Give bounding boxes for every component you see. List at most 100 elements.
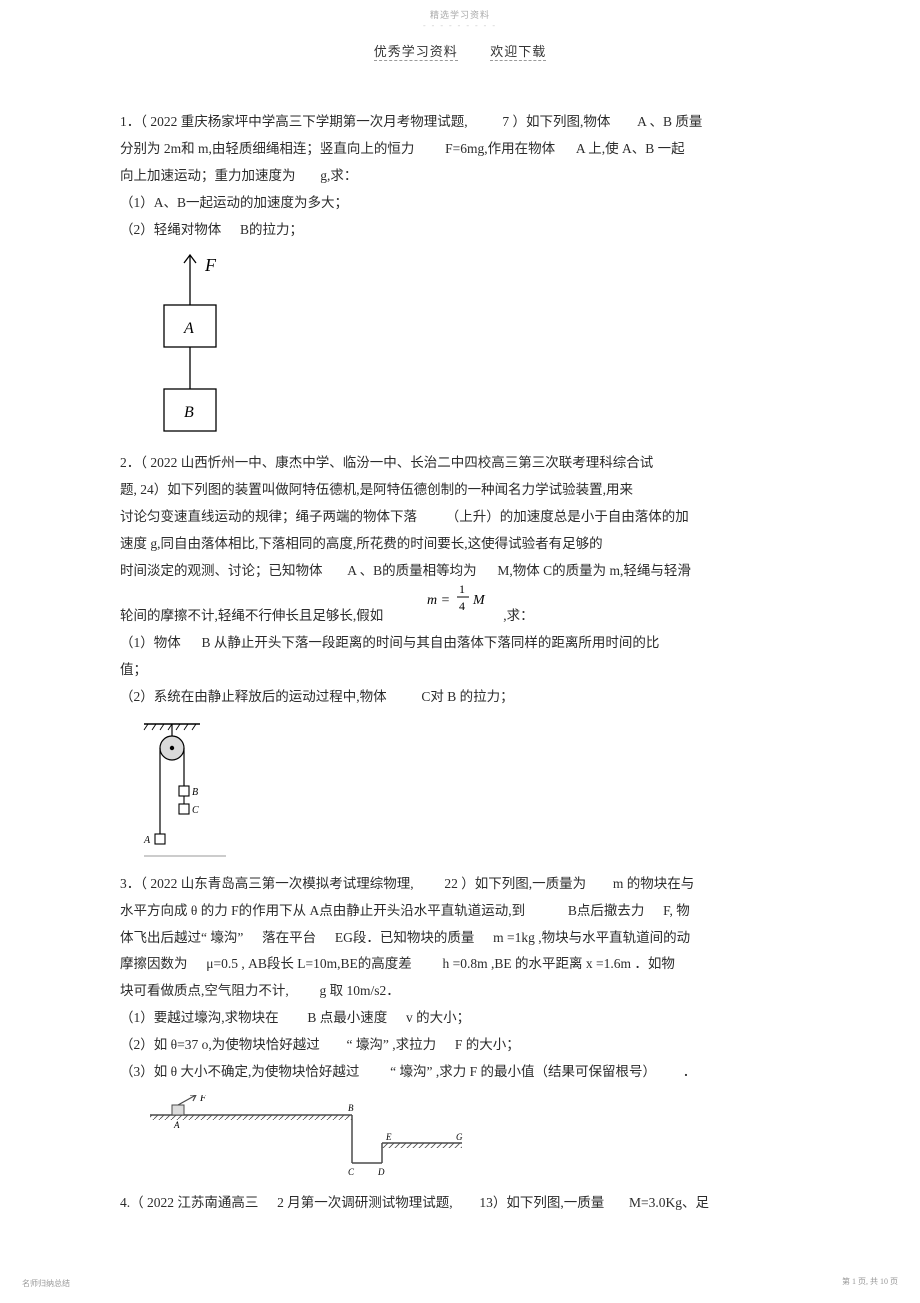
q2-line4: 速度 g,同自由落体相比,下落相同的高度,所花费的时间要长,这使得试验者有足够的 bbox=[120, 532, 810, 557]
q3-line7-b: “ 壕沟” ,求拉力 bbox=[346, 1037, 436, 1052]
q2-line5-a: 时间淡定的观测、讨论；已知物体 bbox=[120, 563, 323, 578]
q1-line2: 分别为 2m和 m,由轻质细绳相连；竖直向上的恒力 F=6mg,作用在物体 A … bbox=[120, 137, 810, 162]
q1-line2-c: A 上,使 A、B 一起 bbox=[576, 141, 685, 156]
q2-line5-b: A 、B的质量相等均为 bbox=[347, 563, 476, 578]
q3-line6-c: v 的大小； bbox=[406, 1010, 470, 1025]
q3-line2-c: F, 物 bbox=[663, 903, 690, 918]
q3-line6-b: B 点最小速度 bbox=[307, 1010, 387, 1025]
q1-line3-a: 向上加速运动；重力加速度为 bbox=[120, 168, 296, 183]
q1-line1-b: 7 ）如下列图,物体 bbox=[502, 114, 610, 129]
q2-line3-b: （上升）的加速度总是小于自由落体的加 bbox=[446, 509, 689, 524]
q2-line6-b: ,求： bbox=[503, 604, 533, 629]
q1-line4: （1）A、B一起运动的加速度为多大； bbox=[120, 191, 810, 216]
q3-line4-b: μ=0.5 , AB段长 L=10m,BE的高度差 bbox=[206, 956, 411, 971]
q3-line3-a: 体飞出后越过“ 壕沟” bbox=[120, 930, 243, 945]
q1-figure-svg: F A B bbox=[142, 249, 238, 441]
q3-line5: 块可看做质点,空气阻力不计, g 取 10m/s2． bbox=[120, 979, 810, 1004]
q3-line3: 体飞出后越过“ 壕沟” 落在平台 EG段．已知物块的质量 m =1kg ,物块与… bbox=[120, 926, 810, 951]
q1-line1: 1．（ 2022 重庆杨家坪中学高三下学期第一次月考物理试题, 7 ）如下列图,… bbox=[120, 110, 810, 135]
q2-line3: 讨论匀变速直线运动的规律；绳子两端的物体下落 （上升）的加速度总是小于自由落体的… bbox=[120, 505, 810, 530]
q2-line7: （1）物体 B 从静止开头下落一段距离的时间与其自由落体下落同样的距离所用时间的… bbox=[120, 631, 810, 656]
q3-line2-b: B点后撤去力 bbox=[568, 903, 645, 918]
footer-left: 名师归纳总结 bbox=[22, 1279, 70, 1289]
footer-left-l1: 名师归纳总结 bbox=[22, 1279, 70, 1289]
q2-fig-A: A bbox=[143, 835, 151, 846]
q3-line3-b: 落在平台 bbox=[262, 930, 316, 945]
q2-figure-svg: B C A bbox=[142, 716, 230, 862]
q2-formula-den: 4 bbox=[459, 599, 465, 613]
q4-line1-d: M=3.0Kg、足 bbox=[629, 1195, 709, 1210]
q3-fig-C: C bbox=[348, 1167, 355, 1177]
q3-fig-D: D bbox=[377, 1167, 385, 1177]
q1-line1-a: 1．（ 2022 重庆杨家坪中学高三下学期第一次月考物理试题, bbox=[120, 114, 468, 129]
q3-line6-a: （1）要越过壕沟,求物块在 bbox=[120, 1010, 279, 1025]
q3-line8-c: ． bbox=[683, 1064, 697, 1079]
q3-fig-G: G bbox=[456, 1132, 463, 1142]
q3-line7-a: （2）如 θ=37 o,为使物块恰好越过 bbox=[120, 1037, 320, 1052]
q3-line5-b: g 取 10m/s2． bbox=[320, 983, 400, 998]
q3-fig-E: E bbox=[385, 1132, 392, 1142]
q2-line5-c: M,物体 C的质量为 m,轻绳与轻滑 bbox=[497, 563, 691, 578]
q3-line4-a: 摩擦因数为 bbox=[120, 956, 188, 971]
q2-formula: m = 1 4 M bbox=[427, 580, 499, 623]
q1-fig-A: A bbox=[183, 320, 194, 337]
q3-line8-b: “ 壕沟” ,求力 F 的最小值（结果可保留根号） bbox=[390, 1064, 656, 1079]
q2-formula-M: M bbox=[472, 593, 486, 608]
q3-fig-A: A bbox=[173, 1120, 180, 1130]
q3-line2: 水平方向成 θ 的力 F的作用下从 A点由静止开头沿水平直轨道运动,到 B点后撤… bbox=[120, 899, 810, 924]
doc-header-left: 优秀学习资料 bbox=[374, 44, 458, 61]
q2-line7-a: （1）物体 bbox=[120, 635, 181, 650]
q3-line1-b: 22 ）如下列图,一质量为 bbox=[444, 876, 586, 891]
doc-header: 优秀学习资料 欢迎下载 bbox=[0, 42, 920, 63]
q2-fig-C: C bbox=[192, 805, 199, 816]
content-area: 1．（ 2022 重庆杨家坪中学高三下学期第一次月考物理试题, 7 ）如下列图,… bbox=[120, 110, 810, 1218]
q2-line9: （2）系统在由静止释放后的运动过程中,物体 C对 B 的拉力； bbox=[120, 685, 810, 710]
q1-line5-b: B的拉力； bbox=[240, 222, 303, 237]
q1-figure: F A B bbox=[142, 249, 238, 441]
q2-formula-m: m = bbox=[427, 593, 450, 608]
q1-line3-b: g,求： bbox=[320, 168, 357, 183]
q3-line3-d: m =1kg ,物块与水平直轨道间的动 bbox=[493, 930, 690, 945]
q4-line1-a: 4.（ 2022 江苏南通高三 bbox=[120, 1195, 258, 1210]
q1-line5: （2）轻绳对物体 B的拉力； bbox=[120, 218, 810, 243]
q3-line6: （1）要越过壕沟,求物块在 B 点最小速度 v 的大小； bbox=[120, 1006, 810, 1031]
q4-line1-b: 2 月第一次调研测试物理试题, bbox=[277, 1195, 453, 1210]
q1-fig-B: B bbox=[184, 404, 194, 421]
q2-figure: B C A bbox=[142, 716, 230, 862]
q2-line2: 题, 24）如下列图的装置叫做阿特伍德机,是阿特伍德创制的一种闻名力学试验装置,… bbox=[120, 478, 810, 503]
q2-line8: 值； bbox=[120, 658, 810, 683]
q3-line5-a: 块可看做质点,空气阻力不计, bbox=[120, 983, 289, 998]
q3-line8: （3）如 θ 大小不确定,为使物块恰好越过 “ 壕沟” ,求力 F 的最小值（结… bbox=[120, 1060, 810, 1085]
q2-line3-a: 讨论匀变速直线运动的规律；绳子两端的物体下落 bbox=[120, 509, 417, 524]
q3-line7: （2）如 θ=37 o,为使物块恰好越过 “ 壕沟” ,求拉力 F 的大小； bbox=[120, 1033, 810, 1058]
q2-line9-a: （2）系统在由静止释放后的运动过程中,物体 bbox=[120, 689, 387, 704]
q3-line7-c: F 的大小； bbox=[455, 1037, 520, 1052]
q4-line1-c: 13）如下列图,一质量 bbox=[479, 1195, 604, 1210]
q3-fig-F: F bbox=[199, 1095, 207, 1104]
q1-fig-F: F bbox=[204, 255, 217, 275]
q2-formula-num: 1 bbox=[459, 582, 465, 596]
q3-line1-c: m 的物块在与 bbox=[613, 876, 694, 891]
q3-line2-a: 水平方向成 θ 的力 F的作用下从 A点由静止开头沿水平直轨道运动,到 bbox=[120, 903, 525, 918]
q1-line1-c: A 、B 质量 bbox=[637, 114, 702, 129]
q3-line4: 摩擦因数为 μ=0.5 , AB段长 L=10m,BE的高度差 h =0.8m … bbox=[120, 952, 810, 977]
q2-line6: 轮间的摩擦不计,轻绳不行伸长且足够长,假如 m = 1 4 M ,求： bbox=[120, 586, 810, 629]
q3-line1: 3．（ 2022 山东青岛高三第一次模拟考试理综物理, 22 ）如下列图,一质量… bbox=[120, 872, 810, 897]
q3-figure-svg: F A B C D E G bbox=[142, 1095, 472, 1177]
q1-line3: 向上加速运动；重力加速度为 g,求： bbox=[120, 164, 810, 189]
q2-line7-b: B 从静止开头下落一段距离的时间与其自由落体下落同样的距离所用时间的比 bbox=[202, 635, 660, 650]
q3-line4-c: h =0.8m ,BE 的水平距离 x =1.6m ．如物 bbox=[442, 956, 674, 971]
q2-line6-a: 轮间的摩擦不计,轻绳不行伸长且足够长,假如 bbox=[120, 604, 383, 629]
q1-line5-a: （2）轻绳对物体 bbox=[120, 222, 221, 237]
q3-line8-a: （3）如 θ 大小不确定,为使物块恰好越过 bbox=[120, 1064, 359, 1079]
footer-right: 第 1 页, 共 10 页 bbox=[842, 1276, 898, 1289]
q1-line2-a: 分别为 2m和 m,由轻质细绳相连；竖直向上的恒力 bbox=[120, 141, 414, 156]
q1-line2-b: F=6mg,作用在物体 bbox=[445, 141, 555, 156]
q3-line1-a: 3．（ 2022 山东青岛高三第一次模拟考试理综物理, bbox=[120, 876, 414, 891]
q3-fig-B: B bbox=[348, 1103, 354, 1113]
q4-line1: 4.（ 2022 江苏南通高三 2 月第一次调研测试物理试题, 13）如下列图,… bbox=[120, 1191, 810, 1216]
q2-line9-b: C对 B 的拉力； bbox=[421, 689, 513, 704]
q2-line1: 2．（ 2022 山西忻州一中、康杰中学、临汾一中、长治二中四校高三第三次联考理… bbox=[120, 451, 810, 476]
q3-line3-c: EG段．已知物块的质量 bbox=[335, 930, 475, 945]
q2-fig-B: B bbox=[192, 787, 198, 798]
